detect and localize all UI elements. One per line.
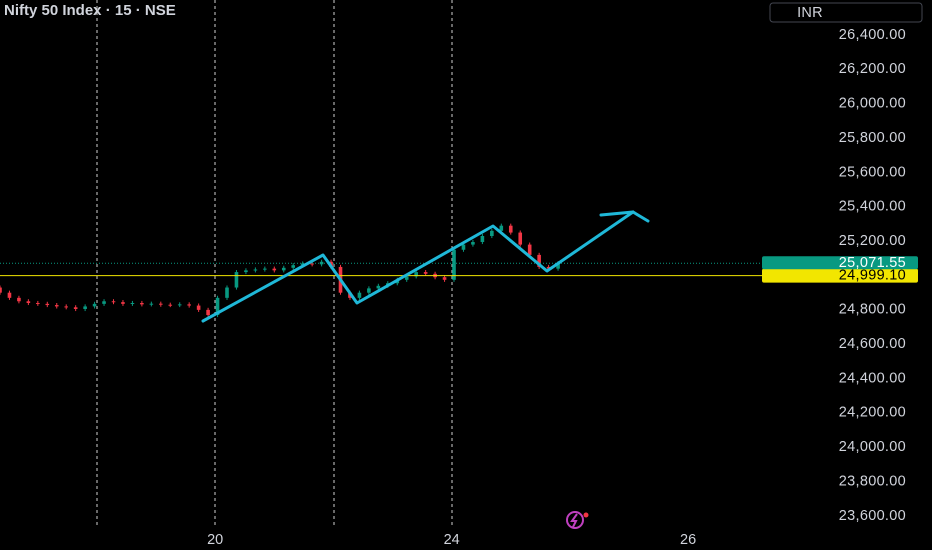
candle-body: [7, 292, 12, 298]
candle-body: [206, 309, 210, 316]
candle-body: [281, 267, 286, 271]
event-icon-ring[interactable]: [566, 511, 584, 529]
candle-body: [168, 304, 173, 306]
candle-body: [376, 285, 381, 289]
candle-body: [111, 301, 116, 303]
currency-box[interactable]: [769, 2, 923, 23]
candle-body: [300, 263, 305, 266]
candle-body: [215, 297, 220, 316]
zigzag-drawing: [201, 210, 650, 323]
candle-body: [83, 306, 87, 310]
candle-body: [234, 272, 239, 288]
candle-body: [149, 303, 154, 305]
candle-body: [244, 270, 248, 273]
event-icon[interactable]: [566, 511, 589, 529]
candle-body: [64, 306, 69, 308]
y-tick-label: 26,200.00: [839, 61, 906, 77]
plot-area: [0, 223, 762, 318]
zigzag-line: [201, 210, 635, 323]
candle-body: [0, 287, 2, 293]
level-line-tag: [762, 268, 918, 283]
candle-body: [518, 232, 523, 245]
candle-body: [527, 244, 532, 255]
candle-body: [253, 269, 258, 271]
candle-body: [471, 242, 475, 245]
candle-body: [177, 304, 182, 306]
x-tick-label: 26: [680, 532, 696, 548]
y-tick-label: 24,000.00: [839, 439, 906, 455]
candle-body: [508, 225, 513, 233]
y-tick-label: 24,800.00: [839, 302, 906, 318]
candle-body: [92, 303, 97, 307]
candle-body: [272, 268, 277, 271]
candle-body: [452, 249, 456, 280]
event-icon-bolt[interactable]: [570, 513, 578, 528]
candle-body: [73, 307, 78, 310]
y-tick-label: 26,400.00: [839, 27, 906, 43]
candle-body: [263, 268, 267, 270]
candle-body: [26, 301, 31, 303]
candle-body: [36, 302, 40, 304]
candle-body: [442, 277, 447, 280]
candle-body: [480, 236, 485, 243]
event-icon-dot[interactable]: [583, 512, 589, 518]
session-breaks: [96, 0, 453, 528]
y-tick-label: 23,600.00: [839, 508, 906, 524]
candle-body: [404, 276, 409, 280]
candle-body: [45, 303, 50, 306]
candle-body: [546, 266, 551, 269]
y-tick-label: 23,800.00: [839, 473, 906, 489]
y-tick-label: 25,400.00: [839, 199, 906, 215]
candle-body: [367, 288, 371, 293]
x-tick-label: 20: [207, 532, 223, 548]
candle-body: [461, 244, 466, 250]
currency-label[interactable]: INR: [797, 5, 823, 21]
chart-title: Nifty 50 Index · 15 · NSE: [4, 2, 176, 19]
y-tick-label: 25,600.00: [839, 164, 906, 180]
x-tick-label: 24: [444, 532, 460, 548]
candle-body: [121, 302, 125, 304]
arrow-head: [599, 210, 650, 223]
y-tick-label: 24,200.00: [839, 405, 906, 421]
last-price-tag: [762, 256, 918, 270]
candle-body: [291, 265, 296, 268]
y-tick-label: 24,600.00: [839, 336, 906, 352]
y-tick-label: 25,200.00: [839, 233, 906, 249]
candle-body: [490, 230, 494, 237]
candle-body: [140, 302, 144, 305]
candle-body: [196, 305, 201, 310]
candle-body: [102, 301, 106, 304]
candle-body: [414, 272, 418, 277]
candle-body: [537, 254, 541, 267]
candle-body: [130, 302, 135, 304]
y-tick-label: 24,400.00: [839, 370, 906, 386]
last-price-label: 25,071.55: [839, 255, 906, 271]
candle-body: [225, 287, 229, 298]
candle-body: [357, 292, 362, 298]
candle-body: [187, 304, 191, 306]
candle-body: [310, 263, 314, 265]
candle-body: [499, 225, 504, 231]
candle-body: [158, 303, 163, 305]
candle-body: [423, 272, 428, 274]
candle-body: [54, 305, 59, 307]
level-line-label: 24,999.10: [839, 267, 906, 283]
candle-body: [556, 263, 560, 269]
y-tick-label: 25,800.00: [839, 130, 906, 146]
candle-body: [17, 297, 21, 302]
y-tick-label: 26,000.00: [839, 96, 906, 112]
